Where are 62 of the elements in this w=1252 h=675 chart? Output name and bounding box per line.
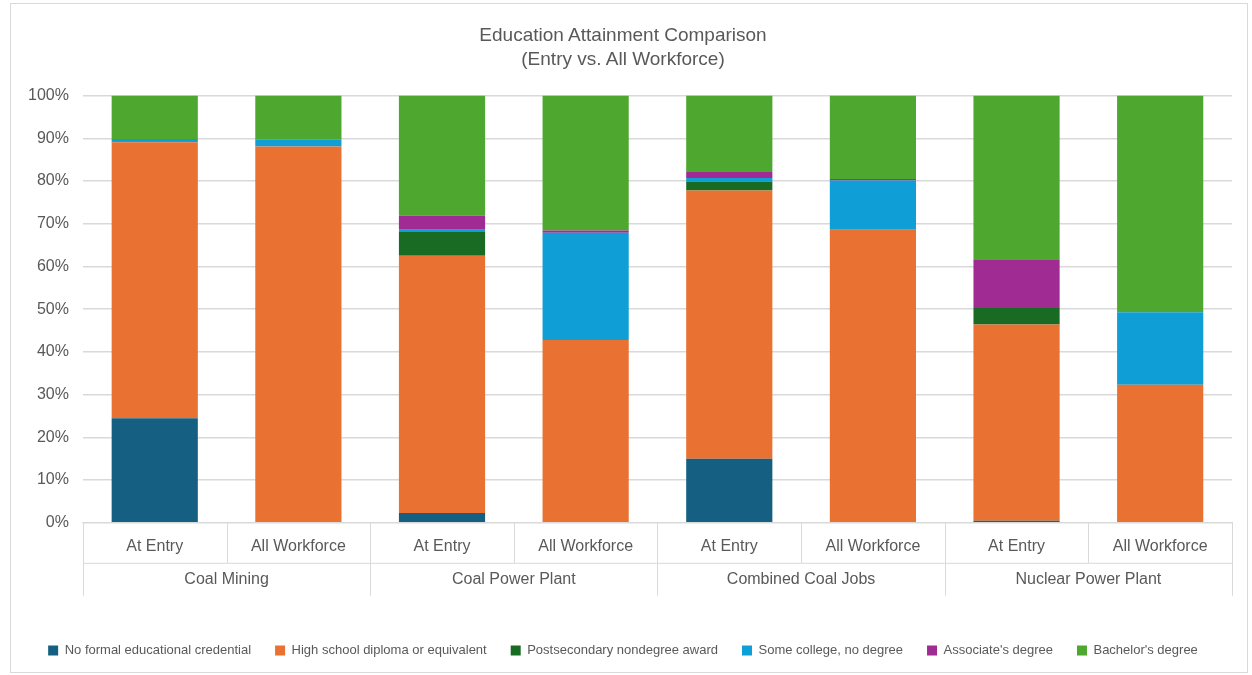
legend-label: Bachelor's degree bbox=[1093, 642, 1198, 658]
bar bbox=[973, 95, 1060, 261]
bar bbox=[398, 229, 486, 232]
bar bbox=[255, 146, 342, 523]
bar bbox=[973, 260, 1060, 308]
bar bbox=[686, 458, 773, 523]
x-tick-label: All Workforce bbox=[1112, 536, 1208, 554]
text: Coal Mining bbox=[184, 570, 269, 588]
x-tick-label: All Workforce bbox=[825, 536, 921, 554]
bar bbox=[686, 172, 773, 179]
bar bbox=[686, 181, 773, 191]
y-tick-label: 50% bbox=[36, 299, 69, 317]
y-tick-label: 70% bbox=[36, 214, 69, 232]
x-tick-label: At Entry bbox=[413, 536, 471, 554]
legend-label: Associate's degree bbox=[943, 642, 1053, 658]
y-tick-label: 20% bbox=[36, 427, 69, 445]
chart-title: Education Attainment Comparison bbox=[479, 23, 767, 45]
bar bbox=[398, 255, 486, 513]
bar bbox=[686, 95, 773, 173]
chart-subtitle: (Entry vs. All Workforce) bbox=[521, 48, 725, 70]
legend-label: Some college, no degree bbox=[758, 642, 904, 658]
x-tick-label: At Entry bbox=[126, 536, 184, 554]
y-tick-label: 90% bbox=[36, 128, 69, 146]
bar bbox=[111, 95, 198, 140]
text: Nuclear Power Plant bbox=[1015, 570, 1162, 588]
y-tick-label: 0% bbox=[45, 513, 69, 531]
bar bbox=[973, 307, 1060, 325]
y-tick-label: 80% bbox=[36, 171, 69, 189]
bar bbox=[398, 95, 486, 216]
bar bbox=[542, 230, 629, 233]
bar bbox=[542, 339, 629, 523]
bar bbox=[111, 418, 198, 523]
text: Coal Power Plant bbox=[452, 570, 577, 588]
bar bbox=[398, 512, 486, 523]
bar bbox=[973, 324, 1060, 521]
legend-label: Postsecondary nondegree award bbox=[527, 642, 718, 658]
y-tick-label: 30% bbox=[36, 385, 69, 403]
y-tick-label: 10% bbox=[36, 470, 69, 488]
y-tick-label: 100% bbox=[28, 86, 69, 104]
bar bbox=[542, 95, 629, 231]
y-tick-label: 40% bbox=[36, 342, 69, 360]
legend-label: High school diploma or equivalent bbox=[291, 642, 488, 658]
legend-label: No formal educational credential bbox=[64, 642, 252, 658]
bar bbox=[829, 95, 916, 179]
x-tick-label: All Workforce bbox=[250, 536, 346, 554]
bar bbox=[829, 180, 916, 230]
bar bbox=[111, 142, 198, 419]
bar bbox=[1117, 312, 1204, 385]
bar bbox=[255, 95, 342, 140]
bar bbox=[1117, 95, 1204, 313]
bar bbox=[255, 139, 342, 147]
x-tick-label: At Entry bbox=[988, 536, 1045, 554]
x-tick-label: At Entry bbox=[700, 536, 758, 554]
text: Combined Coal Jobs bbox=[726, 570, 876, 588]
bar bbox=[398, 215, 486, 230]
bar bbox=[398, 231, 486, 256]
bar bbox=[686, 190, 773, 459]
x-tick-label: All Workforce bbox=[538, 536, 634, 554]
bar bbox=[1117, 384, 1204, 523]
y-tick-label: 60% bbox=[36, 256, 69, 274]
bar bbox=[542, 232, 629, 340]
bar bbox=[829, 229, 916, 523]
